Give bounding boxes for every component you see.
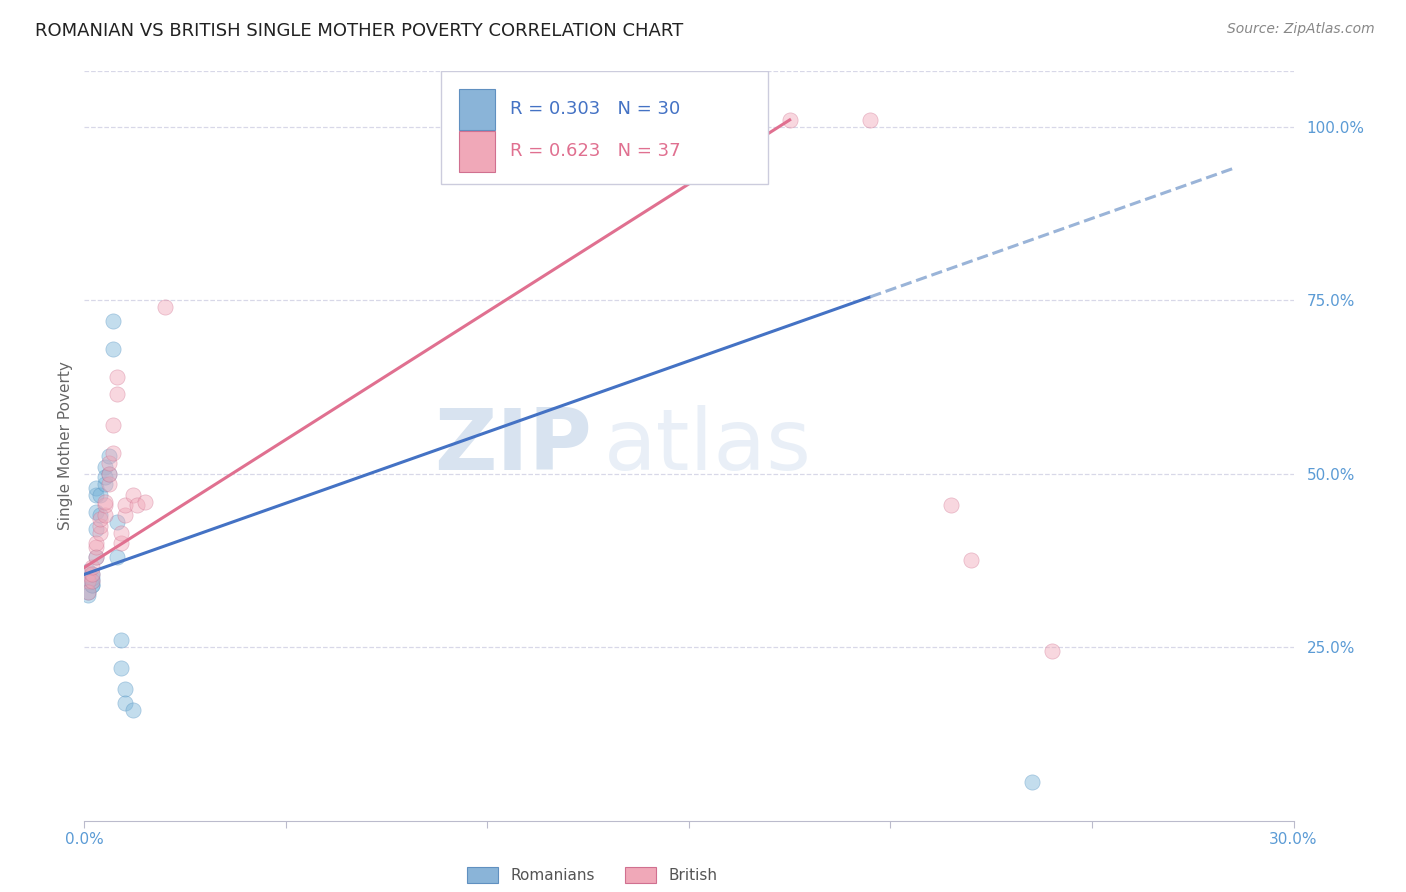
Point: [86, 536, 108, 550]
Point: [86, 481, 108, 495]
Text: atlas: atlas: [605, 404, 813, 488]
Point: [89, 518, 111, 533]
Point: [105, 387, 128, 401]
Point: [82, 571, 104, 585]
Point: [697, 112, 720, 127]
Text: ROMANIAN VS BRITISH SINGLE MOTHER POVERTY CORRELATION CHART: ROMANIAN VS BRITISH SINGLE MOTHER POVERT…: [35, 22, 683, 40]
Text: R = 0.623   N = 37: R = 0.623 N = 37: [510, 142, 681, 161]
Point: [97, 450, 120, 464]
Text: ZIP: ZIP: [434, 404, 592, 488]
Point: [97, 477, 120, 491]
Point: [97, 456, 120, 470]
Point: [77, 588, 100, 602]
FancyBboxPatch shape: [441, 71, 768, 184]
Point: [114, 508, 136, 523]
Point: [82, 567, 104, 582]
Point: [779, 112, 801, 127]
Point: [82, 578, 104, 592]
Point: [86, 549, 108, 564]
Point: [82, 574, 104, 589]
Point: [110, 661, 132, 675]
Point: [101, 418, 124, 433]
FancyBboxPatch shape: [460, 88, 495, 130]
Text: R = 0.303   N = 30: R = 0.303 N = 30: [510, 100, 681, 119]
Point: [77, 584, 100, 599]
Point: [77, 564, 100, 578]
Point: [114, 696, 136, 710]
Point: [93, 494, 115, 508]
Point: [114, 681, 136, 696]
Point: [110, 536, 132, 550]
Point: [93, 459, 115, 474]
Point: [86, 522, 108, 536]
Point: [121, 487, 143, 501]
Point: [89, 512, 111, 526]
Point: [86, 540, 108, 554]
Point: [101, 446, 124, 460]
Point: [77, 584, 100, 599]
Point: [134, 494, 156, 508]
Point: [89, 508, 111, 523]
Point: [1040, 643, 1063, 657]
Point: [86, 487, 108, 501]
Point: [86, 549, 108, 564]
Point: [77, 574, 100, 589]
Point: [82, 560, 104, 574]
Point: [101, 314, 124, 328]
Point: [598, 112, 620, 127]
Y-axis label: Single Mother Poverty: Single Mother Poverty: [58, 361, 73, 531]
Point: [105, 369, 128, 384]
Point: [658, 112, 681, 127]
Point: [859, 112, 882, 127]
Point: [86, 505, 108, 519]
Point: [960, 553, 983, 567]
Point: [939, 498, 962, 512]
Point: [110, 633, 132, 648]
Point: [105, 516, 128, 530]
Point: [82, 578, 104, 592]
Point: [77, 574, 100, 589]
Point: [93, 470, 115, 484]
Point: [1021, 775, 1043, 789]
Point: [121, 703, 143, 717]
Legend: Romanians, British: Romanians, British: [463, 863, 721, 888]
FancyBboxPatch shape: [460, 130, 495, 172]
Text: Source: ZipAtlas.com: Source: ZipAtlas.com: [1227, 22, 1375, 37]
Point: [93, 508, 115, 523]
Point: [77, 567, 100, 582]
Point: [110, 525, 132, 540]
Point: [97, 467, 120, 481]
Point: [153, 300, 176, 314]
Point: [125, 498, 148, 512]
Point: [93, 498, 115, 512]
Point: [82, 574, 104, 589]
Point: [89, 525, 111, 540]
Point: [89, 487, 111, 501]
Point: [101, 342, 124, 356]
Point: [82, 567, 104, 582]
Point: [114, 498, 136, 512]
Point: [97, 467, 120, 481]
Point: [105, 549, 128, 564]
Point: [93, 477, 115, 491]
